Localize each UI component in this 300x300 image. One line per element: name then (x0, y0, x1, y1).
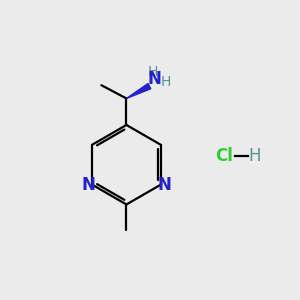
Text: H: H (148, 65, 158, 79)
Text: N: N (82, 176, 95, 194)
Text: N: N (158, 176, 171, 194)
Polygon shape (126, 83, 151, 98)
Text: Cl: Cl (215, 147, 232, 165)
Text: H: H (248, 147, 261, 165)
Text: H: H (161, 75, 171, 89)
Text: N: N (148, 70, 162, 88)
